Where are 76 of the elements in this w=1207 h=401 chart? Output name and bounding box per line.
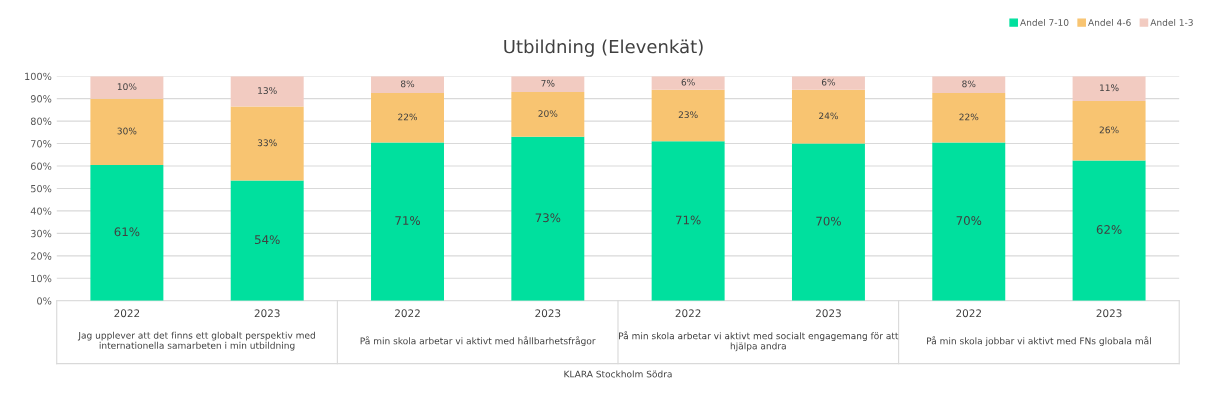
text: På min skola jobbar vi aktivt med FNs globala mål bbox=[927, 336, 1151, 347]
y-tick-label: 10% bbox=[31, 274, 52, 283]
legend-label: Andel 4-6 bbox=[1088, 18, 1131, 26]
bar bbox=[371, 142, 444, 301]
data-label: 13% bbox=[258, 87, 277, 94]
bar bbox=[1072, 100, 1146, 161]
legend-label: Andel 1-3 bbox=[1150, 18, 1193, 26]
data-label: 11% bbox=[1100, 84, 1119, 92]
x-tick-label: 2023 bbox=[254, 309, 280, 318]
data-label: 70% bbox=[816, 216, 841, 226]
bar bbox=[371, 76, 444, 94]
y-tick-label: 60% bbox=[30, 162, 52, 170]
x-tick-label: 2023 bbox=[815, 309, 841, 318]
bar bbox=[90, 76, 164, 99]
y-tick-label: 30% bbox=[31, 229, 52, 238]
data-label: 7% bbox=[541, 79, 555, 87]
data-label: 23% bbox=[678, 111, 698, 119]
x-tick-label: 2022 bbox=[114, 309, 140, 318]
bar bbox=[511, 76, 585, 92]
data-label: 8% bbox=[400, 80, 415, 88]
data-label: 71% bbox=[675, 215, 701, 225]
x-tick-label: 2022 bbox=[675, 309, 701, 318]
data-label: 22% bbox=[398, 113, 418, 121]
text: Jag upplever att det finns ett globalt perspektiv med internationella samarbeten i min utbildning bbox=[77, 331, 315, 351]
data-label: 26% bbox=[1099, 126, 1119, 134]
text: På min skola arbetar vi aktivt med hållbarhetsfrågor bbox=[360, 336, 596, 347]
data-label: 10% bbox=[117, 83, 137, 91]
data-label: 30% bbox=[117, 127, 137, 135]
chart-title: Utbildning (Elevenkät) bbox=[504, 39, 703, 57]
data-label: 20% bbox=[538, 110, 558, 117]
bar bbox=[932, 76, 1006, 94]
data-label: 70% bbox=[956, 216, 982, 226]
data-label: 54% bbox=[254, 235, 280, 245]
bar bbox=[511, 91, 585, 137]
bar bbox=[932, 142, 1006, 301]
bar bbox=[651, 141, 725, 301]
data-label: 71% bbox=[395, 216, 420, 226]
bar bbox=[230, 180, 304, 301]
legend-label: Andel 7-10 bbox=[1020, 18, 1069, 26]
bar bbox=[230, 106, 304, 181]
x-tick-label: 2023 bbox=[1096, 309, 1122, 318]
bar bbox=[230, 76, 304, 107]
data-label: 33% bbox=[257, 139, 277, 147]
data-label: 61% bbox=[114, 227, 140, 237]
y-tick-label: 40% bbox=[30, 207, 52, 215]
bar bbox=[371, 93, 444, 143]
x-tick-label: 2022 bbox=[956, 309, 981, 318]
bar bbox=[651, 76, 725, 90]
data-label: 6% bbox=[821, 78, 836, 86]
bar bbox=[791, 89, 865, 144]
bar bbox=[791, 76, 865, 90]
y-tick-label: 20% bbox=[30, 252, 52, 260]
data-label: 8% bbox=[962, 80, 976, 88]
y-tick-label: 50% bbox=[31, 184, 52, 193]
y-tick-label: 90% bbox=[30, 95, 52, 103]
data-label: 62% bbox=[1096, 225, 1122, 234]
bar bbox=[90, 164, 164, 301]
text: KLARA Stockholm Södra bbox=[564, 370, 672, 378]
text: På min skola arbetar vi aktivt med socialt engagemang för att hjälpa andra bbox=[619, 331, 899, 352]
data-label: 24% bbox=[819, 112, 838, 120]
bar bbox=[90, 98, 164, 165]
bar bbox=[791, 143, 865, 301]
y-tick-label: 70% bbox=[31, 140, 52, 148]
y-tick-label: 80% bbox=[30, 117, 52, 125]
data-label: 6% bbox=[681, 78, 695, 86]
bar bbox=[651, 89, 725, 142]
data-label: 22% bbox=[959, 113, 979, 121]
bar bbox=[511, 136, 585, 301]
bar bbox=[1072, 160, 1146, 301]
x-tick-label: 2023 bbox=[535, 309, 561, 318]
bar bbox=[1072, 76, 1146, 101]
bar bbox=[932, 93, 1006, 143]
x-tick-label: 2022 bbox=[395, 309, 420, 318]
data-label: 73% bbox=[535, 213, 561, 223]
y-tick-label: 100% bbox=[25, 72, 52, 81]
y-tick-label: 0% bbox=[37, 297, 52, 305]
